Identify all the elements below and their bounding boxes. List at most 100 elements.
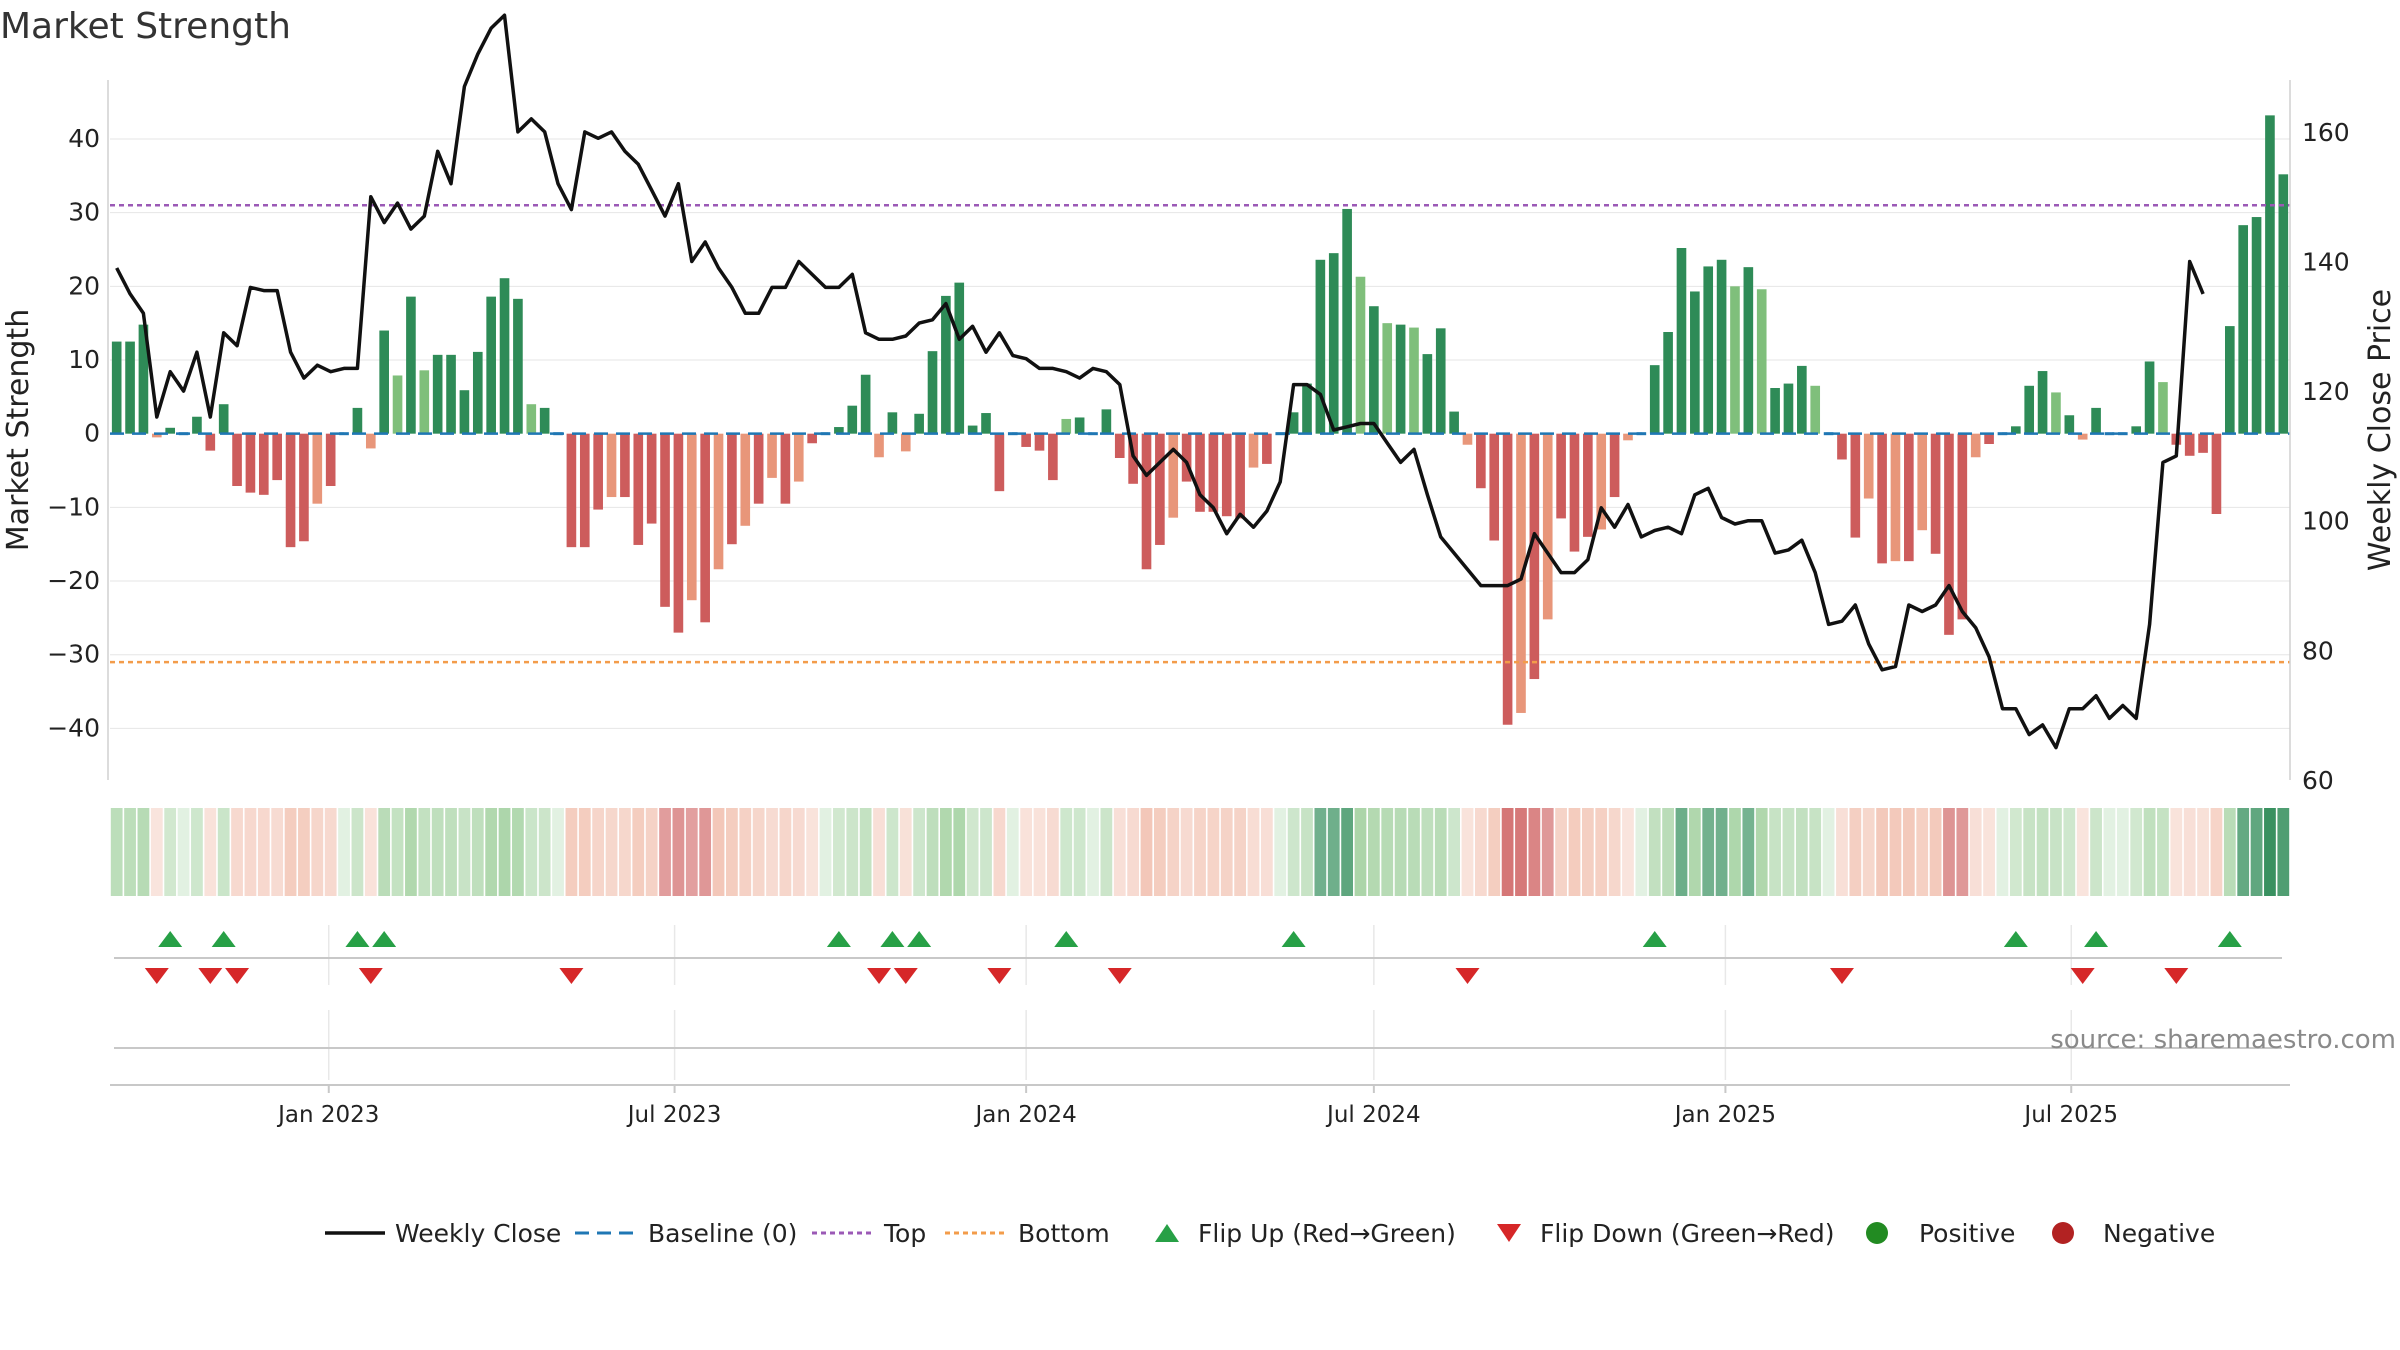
heat-cell bbox=[953, 808, 966, 896]
heat-cell bbox=[699, 808, 712, 896]
heat-cell bbox=[2009, 808, 2022, 896]
heat-cell bbox=[993, 808, 1006, 896]
strength-bar-negative bbox=[1208, 433, 1219, 512]
strength-bar-positive bbox=[406, 296, 416, 434]
heat-cell bbox=[284, 808, 297, 896]
strength-bar-negative bbox=[205, 433, 216, 451]
heat-cell bbox=[311, 808, 324, 896]
strength-bar-negative bbox=[1556, 433, 1566, 519]
strength-bar-negative bbox=[1141, 433, 1152, 570]
strength-bar-positive bbox=[2051, 392, 2061, 434]
strength-bar-positive bbox=[1743, 267, 1754, 434]
heat-cell bbox=[899, 808, 912, 896]
heat-cell bbox=[538, 808, 551, 896]
heat-cell bbox=[244, 808, 257, 896]
strength-bar-negative bbox=[727, 433, 737, 545]
flip-down-marker bbox=[2070, 968, 2095, 984]
heat-cell bbox=[1541, 808, 1554, 896]
heat-cell bbox=[1247, 808, 1260, 896]
strength-bar-positive bbox=[459, 390, 470, 434]
chart-title: Market Strength bbox=[0, 6, 291, 47]
heat-cell bbox=[1889, 808, 1902, 896]
heat-cell bbox=[1688, 808, 1701, 896]
y-tick-right: 120 bbox=[2302, 377, 2350, 406]
strength-bar-positive bbox=[1783, 383, 1794, 434]
heat-cell bbox=[2090, 808, 2102, 896]
strength-bar-negative bbox=[2211, 433, 2222, 514]
strength-bar-negative bbox=[1890, 433, 1901, 562]
heat-cell bbox=[685, 808, 698, 896]
heat-cell bbox=[1394, 808, 1407, 896]
strength-bar-negative bbox=[700, 433, 710, 623]
heat-cell bbox=[2170, 808, 2183, 896]
strength-bar-negative bbox=[1877, 433, 1887, 564]
heat-cell bbox=[645, 808, 658, 896]
heat-cell bbox=[1167, 808, 1180, 896]
heat-cell bbox=[1474, 808, 1487, 896]
flip-up-marker bbox=[826, 931, 851, 947]
heat-cell bbox=[1595, 808, 1608, 896]
strength-bar-negative bbox=[593, 433, 603, 510]
strength-bar-positive bbox=[379, 330, 389, 434]
legend-flip-down-icon bbox=[1497, 1224, 1521, 1242]
legend-label-flip-up: Flip Up (Red→Green) bbox=[1198, 1219, 1456, 1248]
heat-cell bbox=[378, 808, 391, 896]
heat-cell bbox=[1729, 808, 1741, 896]
heat-cell bbox=[1515, 808, 1527, 896]
strength-bar-negative bbox=[1583, 433, 1593, 537]
heat-cell bbox=[2050, 808, 2062, 896]
strength-bar-negative bbox=[606, 433, 617, 498]
heat-cell bbox=[2076, 808, 2089, 896]
strength-bar-negative bbox=[646, 433, 657, 524]
x-tick-label: Jul 2025 bbox=[2022, 1102, 2118, 1128]
strength-bar-positive bbox=[192, 416, 202, 434]
strength-bar-negative bbox=[1542, 433, 1553, 620]
strength-bar-negative bbox=[1181, 433, 1192, 482]
heat-cell bbox=[779, 808, 792, 896]
heat-cell bbox=[1581, 808, 1594, 896]
strength-bar-negative bbox=[1904, 433, 1914, 562]
heat-cell bbox=[271, 808, 284, 896]
strength-bar-positive bbox=[2131, 426, 2142, 434]
flip-down-marker bbox=[867, 968, 892, 984]
strength-bar-positive bbox=[2144, 361, 2155, 434]
y-tick-left: 20 bbox=[68, 271, 100, 300]
strength-bar-positive bbox=[1328, 253, 1339, 434]
strength-heat-strip bbox=[110, 808, 2290, 896]
strength-bar-positive bbox=[1810, 385, 1821, 434]
y-tick-left: −40 bbox=[47, 713, 100, 742]
strength-bar-negative bbox=[1850, 433, 1861, 538]
strength-bar-positive bbox=[2024, 385, 2035, 434]
heat-cell bbox=[1354, 808, 1367, 896]
heat-cell bbox=[1876, 808, 1888, 896]
strength-bar-negative bbox=[579, 433, 590, 548]
heat-cell bbox=[2143, 808, 2156, 896]
heat-cell bbox=[204, 808, 217, 896]
heat-cell bbox=[1769, 808, 1781, 896]
strength-bar-positive bbox=[1342, 208, 1352, 434]
strength-bar-zero bbox=[339, 432, 349, 436]
heat-cell bbox=[2223, 808, 2236, 896]
heat-cell bbox=[2264, 808, 2276, 896]
heat-cell bbox=[137, 808, 150, 896]
strength-bar-zero bbox=[2104, 432, 2115, 436]
heat-cell bbox=[578, 808, 591, 896]
y-axis-left-label: Market Strength bbox=[1, 309, 36, 551]
flip-up-marker bbox=[1054, 931, 1079, 947]
strength-bar-negative bbox=[1462, 433, 1473, 445]
strength-bar-positive bbox=[539, 407, 550, 434]
heat-cell bbox=[324, 808, 337, 896]
legend: Weekly Close Baseline (0) Top Bottom Flip Up… bbox=[325, 1219, 2215, 1248]
strength-bar-positive bbox=[1382, 323, 1393, 434]
legend-label-top: Top bbox=[883, 1219, 926, 1248]
y-tick-right: 80 bbox=[2302, 636, 2334, 665]
heat-cell bbox=[1153, 808, 1166, 896]
strength-bar-positive bbox=[1770, 388, 1780, 434]
heat-cell bbox=[886, 808, 899, 896]
strength-bar-positive bbox=[1690, 291, 1700, 434]
heat-cell bbox=[1648, 808, 1661, 896]
legend-label-positive: Positive bbox=[1919, 1219, 2015, 1248]
heat-cell bbox=[1568, 808, 1581, 896]
strength-bar-negative bbox=[1984, 433, 1994, 444]
